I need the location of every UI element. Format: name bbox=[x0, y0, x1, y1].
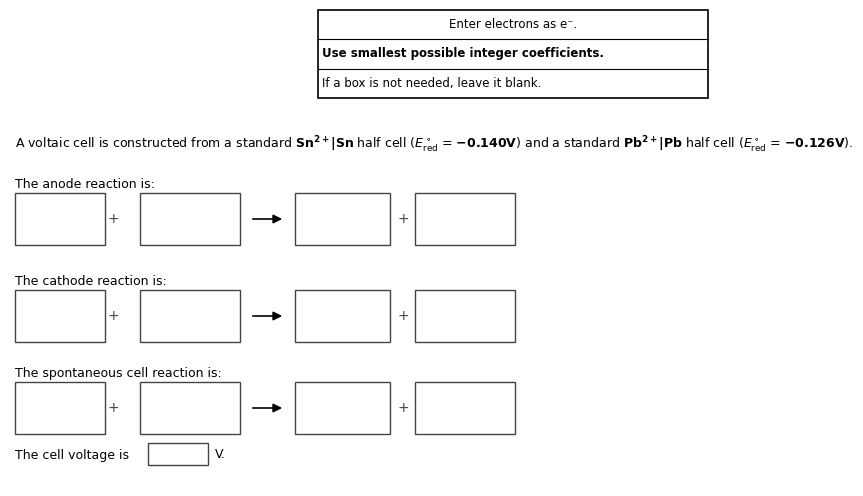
Bar bbox=[148, 443, 208, 465]
Text: +: + bbox=[107, 212, 119, 226]
Bar bbox=[15, 382, 105, 434]
Text: The cathode reaction is:: The cathode reaction is: bbox=[15, 275, 167, 288]
Text: Use smallest possible integer coefficients.: Use smallest possible integer coefficien… bbox=[322, 48, 604, 61]
Text: A voltaic cell is constructed from a standard $\bf{Sn^{2+}|Sn}$ half cell ($E^\c: A voltaic cell is constructed from a sta… bbox=[15, 135, 854, 155]
Text: The anode reaction is:: The anode reaction is: bbox=[15, 178, 154, 191]
Text: The cell voltage is: The cell voltage is bbox=[15, 448, 129, 461]
Bar bbox=[318, 10, 708, 98]
Bar bbox=[295, 382, 390, 434]
Text: Enter electrons as e⁻.: Enter electrons as e⁻. bbox=[449, 18, 577, 31]
Bar bbox=[140, 382, 240, 434]
Bar bbox=[15, 193, 105, 245]
Text: +: + bbox=[397, 309, 409, 323]
Bar bbox=[295, 193, 390, 245]
Text: The spontaneous cell reaction is:: The spontaneous cell reaction is: bbox=[15, 367, 222, 380]
Bar bbox=[295, 290, 390, 342]
Text: +: + bbox=[107, 309, 119, 323]
Bar bbox=[415, 382, 515, 434]
Text: V.: V. bbox=[215, 448, 226, 461]
Bar bbox=[15, 290, 105, 342]
Bar bbox=[140, 290, 240, 342]
Text: If a box is not needed, leave it blank.: If a box is not needed, leave it blank. bbox=[322, 77, 541, 90]
Text: +: + bbox=[107, 401, 119, 415]
Text: +: + bbox=[397, 212, 409, 226]
Bar bbox=[415, 193, 515, 245]
Bar bbox=[140, 193, 240, 245]
Text: +: + bbox=[397, 401, 409, 415]
Bar bbox=[415, 290, 515, 342]
